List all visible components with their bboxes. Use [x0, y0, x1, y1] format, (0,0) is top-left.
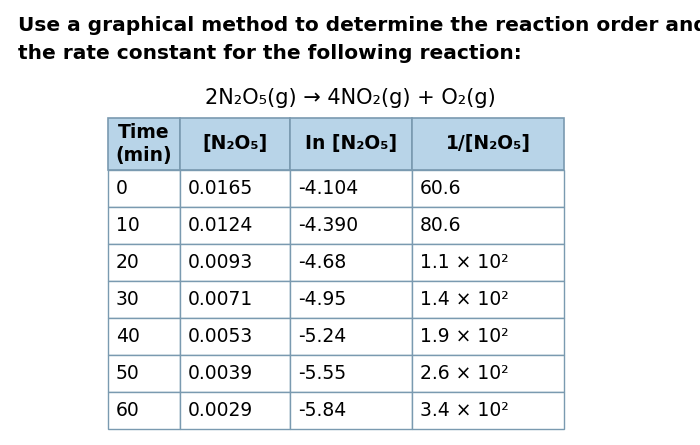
Bar — [180, 281, 290, 318]
Text: 60.6: 60.6 — [420, 179, 461, 198]
Bar — [108, 170, 180, 207]
Bar — [180, 392, 290, 429]
Text: Use a graphical method to determine the reaction order and: Use a graphical method to determine the … — [18, 16, 700, 35]
Text: In [N₂O₅]: In [N₂O₅] — [305, 134, 397, 154]
Bar — [290, 207, 412, 244]
Bar — [412, 207, 564, 244]
Bar — [290, 281, 412, 318]
Bar — [290, 244, 412, 281]
Bar — [412, 118, 564, 170]
Bar — [108, 118, 180, 170]
Bar — [180, 207, 290, 244]
Bar — [290, 392, 412, 429]
Bar — [180, 244, 290, 281]
Bar — [108, 244, 180, 281]
Text: 3.4 × 10²: 3.4 × 10² — [420, 401, 509, 420]
Text: -5.24: -5.24 — [298, 327, 346, 346]
Text: -4.68: -4.68 — [298, 253, 346, 272]
Bar — [412, 244, 564, 281]
Text: 0.0071: 0.0071 — [188, 290, 253, 309]
Text: 0.0029: 0.0029 — [188, 401, 253, 420]
Text: 1/[N₂O₅]: 1/[N₂O₅] — [445, 134, 531, 154]
Bar — [290, 355, 412, 392]
Text: -5.55: -5.55 — [298, 364, 346, 383]
Text: -4.104: -4.104 — [298, 179, 358, 198]
Text: 0.0053: 0.0053 — [188, 327, 253, 346]
Bar — [412, 392, 564, 429]
Text: 1.1 × 10²: 1.1 × 10² — [420, 253, 509, 272]
Text: 80.6: 80.6 — [420, 216, 461, 235]
Bar — [180, 355, 290, 392]
Text: 40: 40 — [116, 327, 140, 346]
Bar — [412, 170, 564, 207]
Text: 1.4 × 10²: 1.4 × 10² — [420, 290, 509, 309]
Bar — [108, 281, 180, 318]
Text: 0: 0 — [116, 179, 128, 198]
Bar — [412, 318, 564, 355]
Text: -4.390: -4.390 — [298, 216, 358, 235]
Text: 2N₂O₅(g) → 4NO₂(g) + O₂(g): 2N₂O₅(g) → 4NO₂(g) + O₂(g) — [204, 88, 496, 108]
Bar — [180, 118, 290, 170]
Bar — [180, 318, 290, 355]
Bar — [108, 318, 180, 355]
Text: 1.9 × 10²: 1.9 × 10² — [420, 327, 509, 346]
Text: 0.0039: 0.0039 — [188, 364, 253, 383]
Text: 2.6 × 10²: 2.6 × 10² — [420, 364, 509, 383]
Bar — [290, 118, 412, 170]
Bar — [412, 281, 564, 318]
Text: 60: 60 — [116, 401, 140, 420]
Text: 0.0165: 0.0165 — [188, 179, 253, 198]
Bar — [108, 392, 180, 429]
Bar — [290, 170, 412, 207]
Bar — [290, 318, 412, 355]
Bar — [180, 170, 290, 207]
Text: 20: 20 — [116, 253, 140, 272]
Text: 0.0124: 0.0124 — [188, 216, 253, 235]
Text: -5.84: -5.84 — [298, 401, 346, 420]
Text: -4.95: -4.95 — [298, 290, 346, 309]
Text: [N₂O₅]: [N₂O₅] — [202, 134, 267, 154]
Text: 10: 10 — [116, 216, 140, 235]
Bar — [108, 355, 180, 392]
Text: the rate constant for the following reaction:: the rate constant for the following reac… — [18, 44, 522, 63]
Bar — [108, 207, 180, 244]
Text: 50: 50 — [116, 364, 140, 383]
Text: 30: 30 — [116, 290, 140, 309]
Bar — [412, 355, 564, 392]
Text: 0.0093: 0.0093 — [188, 253, 253, 272]
Text: Time
(min): Time (min) — [116, 124, 172, 165]
